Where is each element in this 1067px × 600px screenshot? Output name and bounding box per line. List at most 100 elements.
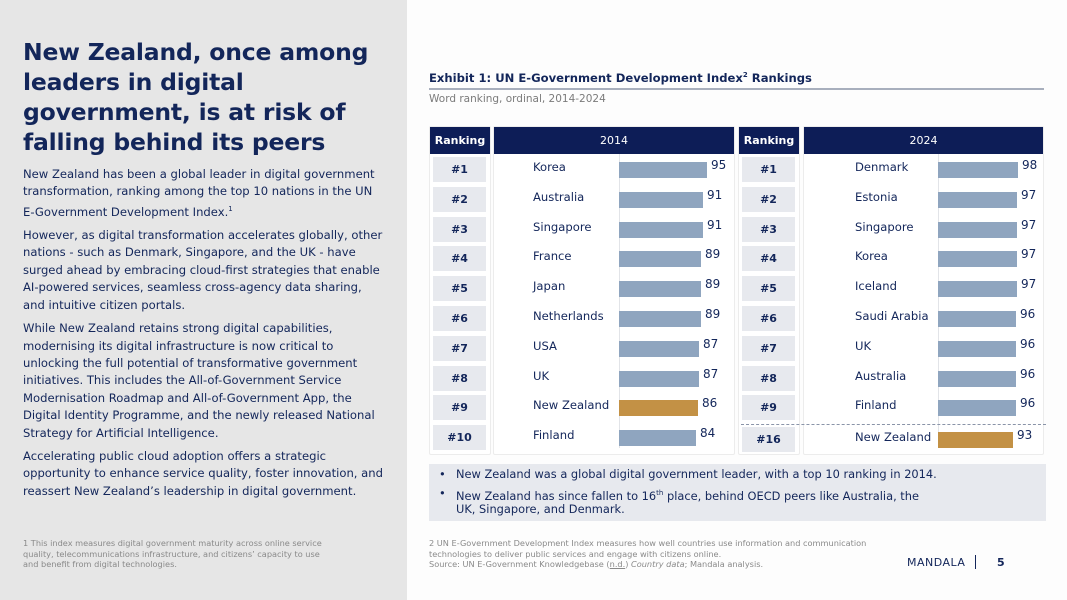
country-label: Finland — [533, 428, 575, 443]
rank-cell: #3 — [742, 216, 795, 242]
rank-gap-divider — [741, 424, 1046, 425]
bar — [938, 191, 1017, 208]
exhibit-title: Exhibit 1: UN E-Government Development I… — [429, 71, 812, 85]
bar-value-label: 89 — [705, 277, 721, 292]
footnote-left: 1 This index measures digital government… — [23, 538, 322, 569]
paragraph-4: Accelerating public cloud adoption offer… — [23, 448, 383, 498]
paragraph-2: However, as digital transformation accel… — [23, 228, 383, 312]
country-label: Singapore — [855, 219, 914, 234]
bar — [619, 251, 701, 268]
bar-value-label: 95 — [711, 158, 727, 172]
country-label: Netherlands — [533, 309, 604, 323]
bar-value-label: 96 — [1020, 307, 1036, 321]
bar-value-label: 87 — [703, 366, 719, 381]
country-label: Denmark — [855, 160, 909, 174]
rank-cell: #8 — [742, 365, 795, 391]
bar — [938, 281, 1017, 298]
bar — [938, 340, 1016, 357]
bar — [619, 370, 699, 387]
bar-value-label: 97 — [1021, 187, 1037, 202]
country-label: Finland — [855, 398, 897, 413]
country-label: Australia — [533, 189, 585, 204]
rank-cell: #7 — [433, 335, 486, 361]
country-label: Singapore — [533, 219, 592, 234]
bar-value-label: 84 — [700, 426, 716, 441]
footnote-2: 2 UN E-Government Development Index meas… — [429, 538, 867, 559]
rank-cell: #16 — [742, 427, 795, 453]
country-label: New Zealand — [855, 430, 932, 445]
country-label: Korea — [533, 160, 566, 174]
bar-value-label: 97 — [1021, 277, 1037, 292]
country-label: New Zealand — [533, 398, 610, 413]
year-header: 2014 — [494, 127, 734, 154]
bar — [619, 400, 698, 417]
country-label: UK — [855, 338, 872, 353]
rank-cell: #6 — [433, 306, 486, 331]
bar — [619, 281, 701, 298]
bar — [619, 430, 696, 447]
country-label: USA — [533, 338, 557, 353]
bar — [938, 370, 1016, 387]
bar — [938, 162, 1018, 178]
headline: New Zealand, once among leaders in digit… — [23, 38, 369, 156]
bar-value-label: 89 — [705, 247, 721, 262]
bar — [938, 400, 1016, 417]
country-label: Japan — [533, 279, 566, 294]
rank-cell: #3 — [433, 216, 486, 242]
rank-cell: #8 — [433, 365, 486, 391]
rank-cell: #9 — [742, 395, 795, 421]
bar — [619, 311, 701, 327]
country-label: France — [533, 249, 572, 264]
rank-cell: #4 — [742, 246, 795, 272]
rank-cell: #9 — [433, 395, 486, 421]
rank-cell: #5 — [433, 276, 486, 302]
page-number: 5 — [997, 556, 1005, 569]
bar-value-label: 91 — [707, 217, 723, 232]
bar-value-label: 86 — [702, 396, 718, 411]
rank-cell: #4 — [433, 246, 486, 272]
bar-value-label: 91 — [707, 187, 723, 202]
bar — [938, 251, 1017, 268]
bar — [619, 221, 703, 238]
body-text: New Zealand has been a global leader in … — [23, 166, 383, 506]
country-label: Iceland — [855, 279, 897, 294]
paragraph-3: While New Zealand retains strong digital… — [23, 321, 375, 440]
bar-value-label: 93 — [1017, 428, 1033, 443]
key-takeaways: New Zealand was a global digital governm… — [429, 464, 1046, 521]
bar-value-label: 96 — [1020, 336, 1036, 351]
bar-value-label: 89 — [705, 307, 721, 321]
bar-value-label: 98 — [1022, 158, 1038, 172]
rank-cell: #5 — [742, 276, 795, 302]
takeaway-1: New Zealand was a global digital governm… — [439, 467, 1039, 482]
paragraph-1: New Zealand has been a global leader in … — [23, 167, 375, 219]
brand-logo: MANDALA — [907, 556, 966, 569]
country-label: Korea — [855, 249, 888, 264]
country-label: Saudi Arabia — [855, 309, 929, 323]
left-panel — [0, 0, 407, 600]
source-line: Source: UN E-Government Knowledgebase (n… — [429, 559, 764, 569]
year-header: 2024 — [804, 127, 1043, 154]
rank-cell: #6 — [742, 306, 795, 331]
footnote-ref-1: 1 — [228, 204, 233, 213]
bar — [619, 162, 707, 178]
takeaway-2: New Zealand has since fallen to 16th pla… — [439, 487, 919, 517]
rank-cell: #2 — [742, 186, 795, 212]
bar-value-label: 97 — [1021, 217, 1037, 232]
bar-value-label: 87 — [703, 336, 719, 351]
rank-cell: #1 — [742, 157, 795, 182]
exhibit-subtitle: Word ranking, ordinal, 2014-2024 — [429, 93, 606, 105]
bar-value-label: 96 — [1020, 366, 1036, 381]
rank-cell: #1 — [433, 157, 486, 182]
bar — [938, 221, 1017, 238]
bar — [619, 340, 699, 357]
bar-axis — [619, 154, 620, 448]
footnote-right: 2 UN E-Government Development Index meas… — [429, 538, 879, 570]
rank-cell: #10 — [433, 425, 486, 451]
rank-cell: #2 — [433, 186, 486, 212]
bar — [619, 191, 703, 208]
bar — [938, 432, 1013, 449]
rank-header: Ranking — [430, 127, 490, 154]
country-label: Australia — [855, 368, 907, 383]
rank-cell: #7 — [742, 335, 795, 361]
exhibit-divider — [429, 88, 1044, 90]
